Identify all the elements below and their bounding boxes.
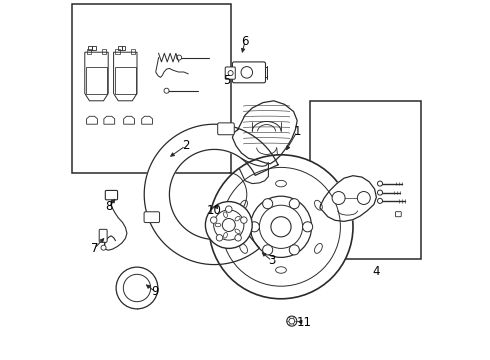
Circle shape	[377, 190, 383, 195]
Circle shape	[216, 235, 223, 241]
Text: 8: 8	[105, 201, 113, 213]
FancyBboxPatch shape	[99, 229, 107, 242]
Circle shape	[263, 245, 273, 255]
Circle shape	[287, 316, 297, 326]
Circle shape	[205, 202, 252, 248]
Circle shape	[209, 155, 353, 299]
Circle shape	[241, 217, 247, 223]
Polygon shape	[144, 124, 278, 265]
FancyBboxPatch shape	[395, 212, 401, 217]
Text: 2: 2	[182, 139, 189, 152]
Bar	[88, 46, 92, 50]
FancyBboxPatch shape	[105, 190, 118, 200]
Bar	[102, 49, 106, 54]
Circle shape	[357, 192, 370, 204]
Circle shape	[116, 267, 158, 309]
Circle shape	[249, 222, 259, 232]
Polygon shape	[85, 52, 108, 101]
FancyBboxPatch shape	[144, 212, 160, 222]
Circle shape	[332, 192, 345, 204]
Text: 1: 1	[294, 125, 301, 138]
Text: 4: 4	[373, 265, 380, 278]
Circle shape	[289, 199, 299, 209]
Text: 7: 7	[91, 242, 98, 255]
Circle shape	[289, 245, 299, 255]
Circle shape	[176, 55, 182, 60]
Text: 5: 5	[223, 75, 231, 87]
Bar	[86, 67, 107, 94]
FancyBboxPatch shape	[232, 62, 266, 83]
Circle shape	[164, 88, 169, 93]
Circle shape	[241, 67, 252, 78]
Text: 11: 11	[297, 316, 312, 329]
Circle shape	[377, 181, 383, 186]
Bar	[87, 49, 91, 54]
Circle shape	[211, 217, 217, 223]
Polygon shape	[320, 176, 376, 221]
Bar	[122, 46, 125, 50]
Circle shape	[228, 71, 233, 76]
Bar	[130, 49, 135, 54]
Circle shape	[101, 245, 106, 250]
Bar	[118, 46, 122, 50]
Bar	[116, 49, 120, 54]
Bar	[310, 101, 421, 259]
FancyBboxPatch shape	[218, 123, 234, 135]
Bar	[72, 4, 231, 173]
Text: 3: 3	[269, 255, 276, 267]
FancyBboxPatch shape	[225, 67, 235, 79]
Bar	[92, 46, 96, 50]
Text: 10: 10	[207, 204, 222, 217]
Text: 6: 6	[241, 35, 249, 48]
Circle shape	[225, 206, 232, 212]
Circle shape	[263, 199, 273, 209]
Polygon shape	[114, 52, 137, 101]
Polygon shape	[240, 158, 269, 184]
Bar	[115, 67, 136, 94]
Polygon shape	[232, 101, 297, 164]
Circle shape	[377, 198, 383, 203]
Circle shape	[235, 235, 242, 241]
Text: 9: 9	[151, 285, 159, 298]
Circle shape	[303, 222, 313, 232]
